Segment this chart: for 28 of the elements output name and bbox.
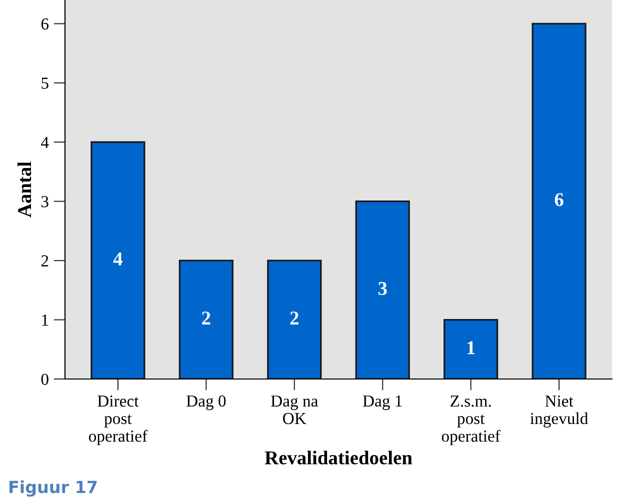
data-label: 2	[290, 312, 298, 324]
bar	[267, 260, 322, 379]
y-tick-label: 1	[42, 314, 48, 326]
x-tick-label: Niet ingevuld	[530, 396, 588, 428]
data-label: 4	[113, 252, 122, 266]
x-tick-label: Dag 1	[362, 395, 402, 410]
bar	[90, 141, 146, 379]
bar	[444, 318, 498, 379]
x-tick-label: Direct post operatief	[88, 396, 148, 446]
x-tick-label: Z.s.m. post operatief	[442, 396, 500, 446]
y-tick-label: 0	[41, 374, 48, 385]
y-tick-label: 4	[41, 136, 49, 148]
bar	[178, 260, 234, 379]
x-axis-title: Revalidatiedoelen	[264, 450, 412, 464]
y-tick-label: 6	[41, 18, 49, 30]
y-tick-label: 5	[42, 78, 48, 89]
x-tick-label: Dag 0	[186, 395, 226, 410]
text: Figuur 17	[10, 480, 97, 497]
y-tick-label: 3	[41, 196, 48, 208]
data-label: 3	[378, 282, 387, 296]
data-label: 6	[554, 193, 564, 206]
y-tick-label: 2	[41, 255, 48, 266]
data-label: 1	[468, 341, 475, 354]
data-label: 2	[202, 312, 210, 324]
bar	[532, 22, 586, 379]
y-axis-title: Aantal	[18, 162, 32, 218]
x-tick-label: Dag na OK	[271, 396, 318, 424]
bar	[355, 200, 410, 379]
